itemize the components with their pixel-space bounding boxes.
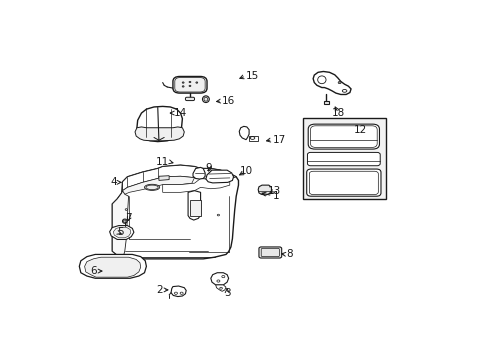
Text: 8: 8 [286, 249, 293, 260]
FancyBboxPatch shape [307, 124, 379, 149]
Text: 18: 18 [331, 108, 345, 118]
Bar [323, 101, 328, 104]
Ellipse shape [189, 81, 190, 83]
Text: 5: 5 [117, 227, 123, 237]
Polygon shape [188, 191, 200, 220]
Polygon shape [112, 165, 238, 259]
Ellipse shape [182, 82, 183, 83]
Polygon shape [84, 257, 141, 277]
Text: 16: 16 [222, 96, 235, 106]
Polygon shape [159, 176, 169, 180]
Polygon shape [193, 167, 205, 179]
Polygon shape [135, 127, 184, 141]
Ellipse shape [123, 220, 126, 222]
Ellipse shape [342, 90, 346, 92]
FancyBboxPatch shape [185, 97, 194, 100]
Polygon shape [205, 170, 233, 183]
Text: 9: 9 [205, 163, 212, 174]
Text: 4: 4 [110, 177, 117, 187]
Polygon shape [171, 286, 186, 297]
Text: 3: 3 [224, 288, 230, 298]
Polygon shape [109, 226, 134, 239]
Ellipse shape [189, 85, 190, 87]
Text: 15: 15 [245, 71, 259, 81]
Bar [189, 199, 200, 216]
Text: 12: 12 [353, 125, 366, 135]
Polygon shape [312, 72, 350, 94]
FancyBboxPatch shape [307, 152, 380, 166]
Polygon shape [122, 176, 194, 194]
Text: 7: 7 [125, 213, 132, 224]
Bar [249, 136, 257, 141]
Ellipse shape [196, 82, 197, 83]
Ellipse shape [202, 96, 209, 103]
Ellipse shape [144, 184, 159, 190]
Text: 17: 17 [272, 135, 285, 145]
Ellipse shape [122, 219, 127, 223]
Text: 2: 2 [156, 285, 163, 295]
Polygon shape [239, 126, 248, 140]
Ellipse shape [182, 86, 183, 87]
Polygon shape [215, 285, 225, 291]
Polygon shape [122, 165, 236, 191]
FancyBboxPatch shape [259, 247, 281, 258]
Text: 10: 10 [239, 166, 252, 176]
Polygon shape [79, 255, 146, 278]
FancyBboxPatch shape [173, 76, 206, 93]
FancyBboxPatch shape [306, 169, 380, 196]
Text: 13: 13 [267, 186, 280, 196]
Polygon shape [258, 185, 271, 195]
Polygon shape [113, 227, 131, 238]
Text: 1: 1 [272, 191, 279, 201]
Text: 14: 14 [174, 108, 187, 118]
Polygon shape [112, 191, 128, 257]
Bar [302, 118, 385, 199]
Text: 11: 11 [156, 157, 169, 167]
Text: 6: 6 [90, 266, 97, 276]
Ellipse shape [250, 136, 254, 139]
Ellipse shape [338, 81, 341, 84]
Polygon shape [137, 107, 182, 141]
Polygon shape [210, 273, 228, 285]
Polygon shape [163, 179, 229, 192]
